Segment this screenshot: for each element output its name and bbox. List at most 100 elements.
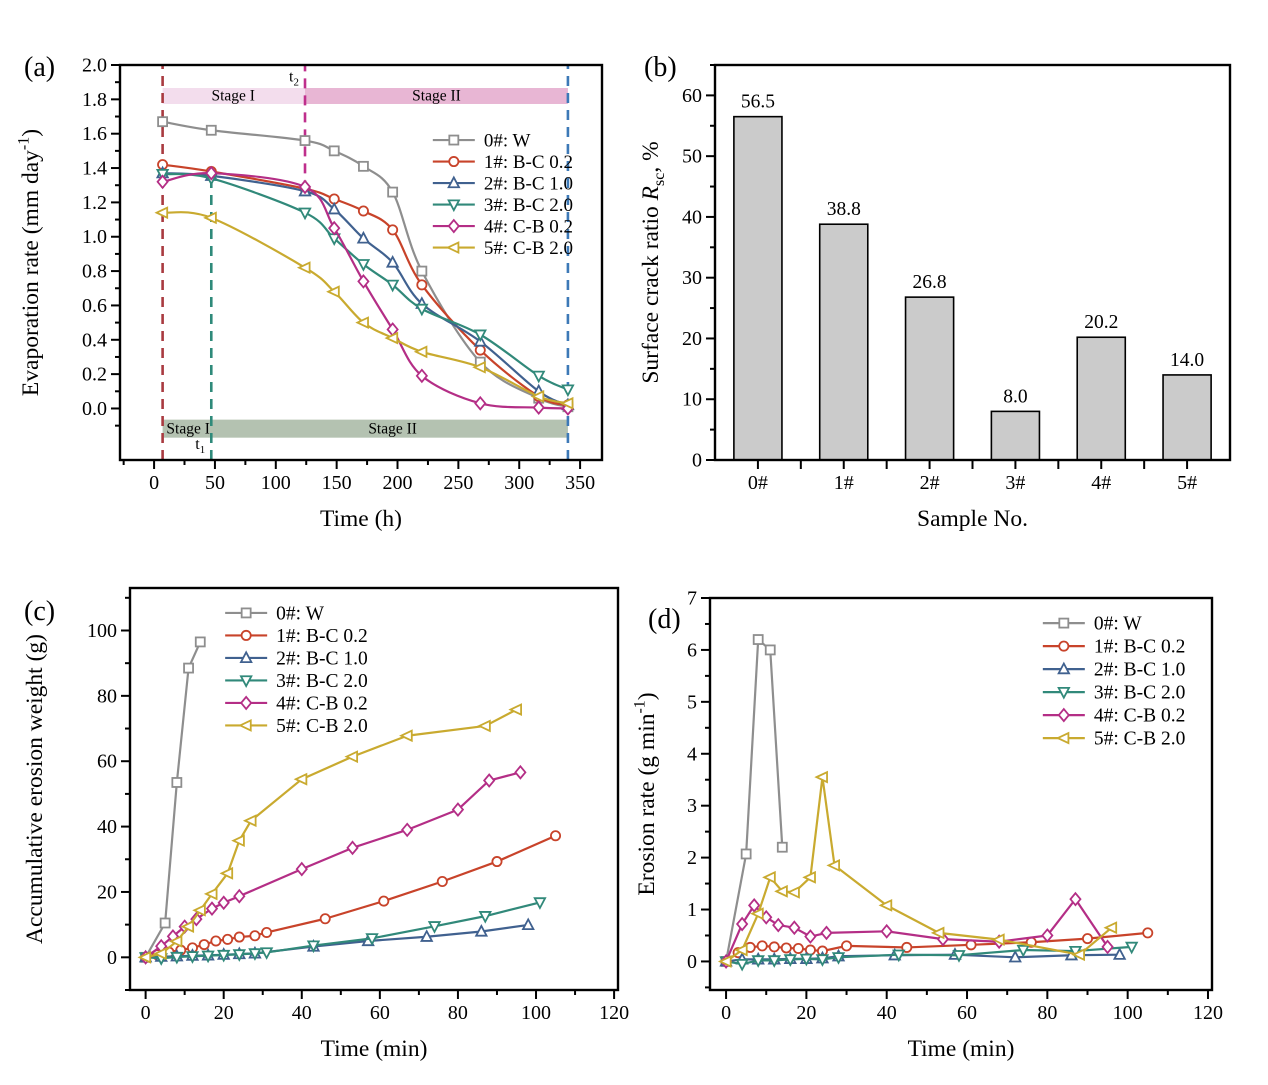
y-tick-label: 100 [87,620,117,642]
legend-item-label: 3#: B-C 2.0 [484,195,573,216]
x-tick-label: 0 [149,472,159,494]
x-tick-label: 350 [565,472,595,494]
y-tick-label: 5 [687,691,697,713]
x-tick-label: 200 [383,472,413,494]
x-tick-label: 250 [443,472,473,494]
t-label: t2 [289,68,299,88]
stage-boundary-lines [161,65,570,460]
bar-0# [733,115,783,461]
series-3-b-c-2-0 [138,897,547,966]
panel-d-chart: 0 20 40 60 80 100 120 0 1 2 3 4 5 6 7 Time (min) Erosion… [634,588,1223,1063]
x-tick-label: 120 [1193,1002,1223,1024]
x-tick-label: 0# [748,472,768,494]
y-tick-label: 6 [687,639,697,661]
x-tick-label: 5# [1177,472,1197,494]
x-tick-label: 40 [292,1002,312,1024]
y-axis-title: Surface crack ratio Rsc, % [638,141,668,383]
bar-value-label: 26.8 [913,272,947,293]
svg-text:Accumulative erosion weight (g: Accumulative erosion weight (g) [22,634,48,944]
legend-item-label: 0#: W [484,131,531,152]
bar-value-label: 56.5 [741,92,775,113]
y-tick-label: 0.2 [82,364,107,386]
axes: 0 50 100 150 200 250 300 350 0.0 0.2 0.4 0.6 0.8 1.0 1… [82,55,604,532]
x-axis-title: Time (min) [321,1036,428,1062]
panel-b: (b) 56.5 38.8 26.8 8.0 20.2 14.0 0# 1# 2# 3# 4# 5# 0… [634,40,1268,570]
panel-d: (d) 0 20 40 60 80 100 120 0 1 2 3 4 5 6 7 Time (min) Ero… [634,570,1268,1085]
y-tick-label: 2 [687,847,697,869]
panel-a-label: (a) [24,52,56,83]
x-tick-label: 2# [920,472,940,494]
stage-label: Stage I [211,88,254,105]
bar-4# [1076,336,1127,461]
y-tick-label: 50 [682,146,702,168]
bar-value-label: 38.8 [827,199,861,220]
t-label: t1 [195,436,205,456]
y-tick-label: 0 [687,951,697,973]
y-tick-label: 1.2 [82,192,107,214]
y-tick-label: 60 [682,85,702,107]
y-tick-label: 0.4 [82,329,107,351]
y-tick-label: 0 [107,947,117,969]
y-tick-label: 1.0 [82,226,107,248]
legend-item-label: 3#: B-C 2.0 [1094,683,1186,704]
y-tick-label: 40 [682,206,702,228]
panel-b-label: (b) [644,52,677,83]
series-3-b-c-2-0 [155,168,575,398]
y-tick-label: 2.0 [82,55,107,77]
y-axis-title: Erosion rate (g min-1) [634,692,660,895]
x-tick-label: 100 [1113,1002,1143,1024]
legend: 0#: W1#: B-C 0.22#: B-C 1.03#: B-C 2.04#… [432,131,573,259]
y-tick-label: 4 [687,743,697,765]
legend-item-label: 2#: B-C 1.0 [484,174,573,195]
svg-text:Surface crack ratio Rsc, %: Surface crack ratio Rsc, % [638,141,668,383]
legend-item-label: 3#: B-C 2.0 [276,671,368,692]
bar-1# [818,223,869,461]
x-tick-label: 0 [721,1002,731,1024]
x-tick-label: 40 [877,1002,897,1024]
x-tick-label: 20 [796,1002,816,1024]
stage-label: Stage II [412,88,461,105]
x-axis-title: Time (min) [908,1036,1015,1062]
x-tick-label: 60 [957,1002,977,1024]
y-tick-label: 80 [97,685,117,707]
panel-a: (a) 0 50 100 150 200 250 300 350 0.0 0.2 0.4 0.6 0.8… [0,40,634,570]
axes: 0# 1# 2# 3# 4# 5# 0 10 20 30 40 50 60 Sample No. [682,63,1232,532]
axes: 0 20 40 60 80 100 120 0 1 2 3 4 5 6 7 Time (min) [687,588,1223,1063]
legend-item-label: 1#: B-C 0.2 [276,626,368,647]
annotation-labels: Stage I Stage II Stage I Stage II t2 t1 [166,68,460,456]
x-axis-title: Time (h) [320,506,402,532]
bar-value-label: 20.2 [1084,312,1118,333]
axes: 0 20 40 60 80 100 120 0 20 40 60 80 100 Time (min) [87,586,629,1062]
y-tick-label: 0 [692,450,702,472]
y-tick-label: 1 [687,899,697,921]
legend: 0#: W1#: B-C 0.22#: B-C 1.03#: B-C 2.04#… [1042,614,1186,750]
legend-item-label: 5#: C-B 2.0 [484,238,573,259]
y-tick-label: 0.8 [82,261,107,283]
x-tick-label: 150 [322,472,352,494]
y-axis-title: Accumulative erosion weight (g) [22,634,48,944]
y-tick-label: 30 [682,267,702,289]
bar-3# [990,410,1041,461]
x-tick-label: 0 [141,1002,151,1024]
y-tick-label: 1.8 [82,89,107,111]
x-tick-label: 60 [370,1002,390,1024]
svg-text:Evaporation rate (mm day-1): Evaporation rate (mm day-1) [16,129,44,396]
bar-value-label: 14.0 [1170,350,1204,371]
x-tick-label: 100 [521,1002,551,1024]
series-5-c-b-2-0 [137,703,522,964]
stage-label: Stage I [166,420,209,437]
y-tick-label: 40 [97,816,117,838]
legend-item-label: 4#: C-B 0.2 [276,693,368,714]
panel-c: (c) 0 20 40 60 80 100 120 0 20 40 60 80 100 Time (min… [0,570,634,1085]
x-tick-label: 4# [1091,472,1111,494]
y-axis-title: Evaporation rate (mm day-1) [16,129,44,396]
series-5-c-b-2-0 [154,206,574,410]
x-tick-label: 300 [504,472,534,494]
legend-item-label: 2#: B-C 1.0 [1094,660,1186,681]
stage-label: Stage II [368,420,417,437]
y-tick-label: 0.0 [82,398,107,420]
y-tick-label: 3 [687,795,697,817]
legend-item-label: 4#: C-B 0.2 [1094,706,1186,727]
y-tick-label: 10 [682,389,702,411]
